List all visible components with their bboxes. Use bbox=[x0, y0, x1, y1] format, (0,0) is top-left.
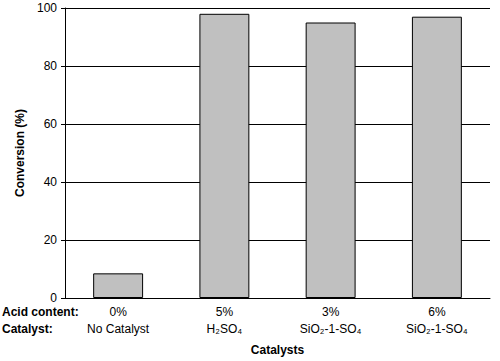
svg-text:Catalysts: Catalysts bbox=[251, 343, 305, 357]
svg-text:40: 40 bbox=[44, 175, 58, 189]
svg-text:60: 60 bbox=[44, 117, 58, 131]
svg-text:3%: 3% bbox=[322, 305, 340, 319]
svg-text:5%: 5% bbox=[216, 305, 234, 319]
svg-text:Conversion (%): Conversion (%) bbox=[13, 109, 27, 197]
svg-text:SiO₂-1-SO₄: SiO₂-1-SO₄ bbox=[300, 322, 362, 336]
svg-text:SiO₂-1-SO₄: SiO₂-1-SO₄ bbox=[406, 322, 468, 336]
svg-text:No Catalyst: No Catalyst bbox=[87, 322, 150, 336]
svg-text:Acid content:: Acid content: bbox=[2, 305, 79, 319]
svg-text:100: 100 bbox=[37, 1, 57, 15]
svg-text:0%: 0% bbox=[109, 305, 127, 319]
svg-text:0: 0 bbox=[50, 291, 57, 305]
svg-text:20: 20 bbox=[44, 233, 58, 247]
svg-text:H₂SO₄: H₂SO₄ bbox=[207, 322, 243, 336]
svg-text:6%: 6% bbox=[428, 305, 446, 319]
svg-text:80: 80 bbox=[44, 59, 58, 73]
svg-text:Catalyst:: Catalyst: bbox=[2, 322, 53, 336]
